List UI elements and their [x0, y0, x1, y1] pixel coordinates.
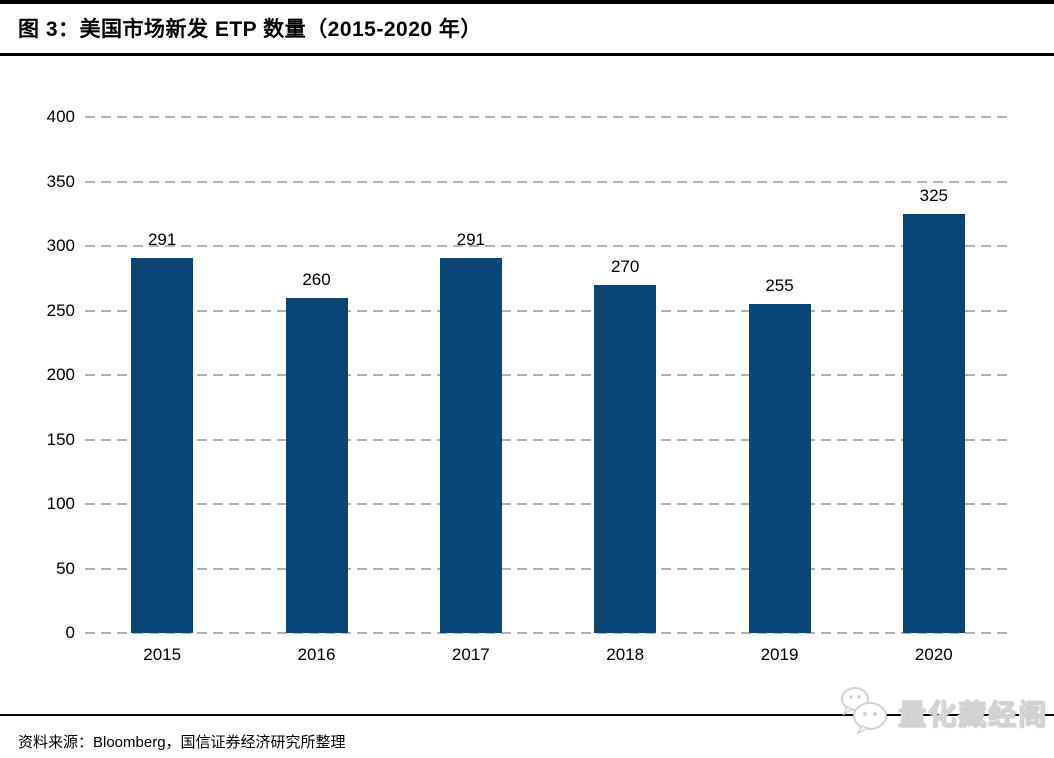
bar-value-label: 260 — [302, 269, 331, 289]
x-tick-label: 2018 — [606, 645, 645, 664]
watermark-label: 量化藏经阁 — [897, 698, 1049, 730]
bar-2020 — [902, 213, 965, 633]
gridline — [85, 503, 1011, 505]
bar-2019 — [748, 304, 811, 633]
top-border-rule — [0, 0, 1054, 4]
bar-2016 — [285, 297, 348, 633]
x-tick-label: 2017 — [451, 645, 490, 664]
footer-rule — [0, 714, 1054, 716]
gridline — [85, 309, 1011, 312]
y-tick-label: 50 — [56, 558, 75, 578]
y-axis: 0 50 100 150 200 250 300 350 400 — [0, 107, 75, 642]
y-tick-label: 400 — [46, 107, 75, 126]
bar-2017 — [439, 257, 502, 633]
y-tick-label: 200 — [46, 365, 75, 384]
y-tick-label: 350 — [46, 171, 75, 191]
x-tick-label: 2020 — [914, 645, 953, 664]
bar-2018 — [594, 284, 657, 633]
gridline — [85, 180, 1011, 183]
gridline — [85, 116, 1011, 118]
x-tick-label: 2016 — [297, 645, 336, 664]
plot-area: 291 260 291 270 255 325 — [85, 116, 1011, 634]
figure-title: 图 3：美国市场新发 ETP 数量（2015-2020 年） — [18, 18, 482, 41]
gridline — [85, 438, 1011, 441]
bar-value-label: 270 — [610, 256, 640, 276]
gridline — [85, 567, 1011, 570]
x-tick-label: 2019 — [760, 645, 799, 664]
y-tick-label: 250 — [46, 300, 75, 320]
bar-value-label: 325 — [919, 185, 949, 205]
title-underline-rule — [0, 53, 1054, 56]
bar-2015 — [131, 257, 194, 633]
x-axis: 2015 2016 2017 2018 2019 2020 — [85, 645, 1011, 667]
bar-value-label: 291 — [456, 229, 486, 249]
watermark: 量化藏经阁 — [838, 686, 1048, 739]
y-tick-label: 150 — [46, 429, 75, 449]
bar-value-label: 255 — [765, 276, 794, 296]
wechat-icon — [838, 686, 892, 739]
y-tick-label: 300 — [46, 236, 75, 255]
y-tick-label: 0 — [65, 623, 75, 642]
gridline — [85, 632, 1011, 634]
gridline — [85, 374, 1011, 376]
x-tick-label: 2015 — [143, 645, 182, 664]
gridline — [85, 245, 1011, 247]
bar-value-label: 291 — [147, 229, 177, 249]
source-note: 资料来源：Bloomberg，国信证券经济研究所整理 — [18, 734, 346, 751]
y-tick-label: 100 — [46, 494, 75, 513]
